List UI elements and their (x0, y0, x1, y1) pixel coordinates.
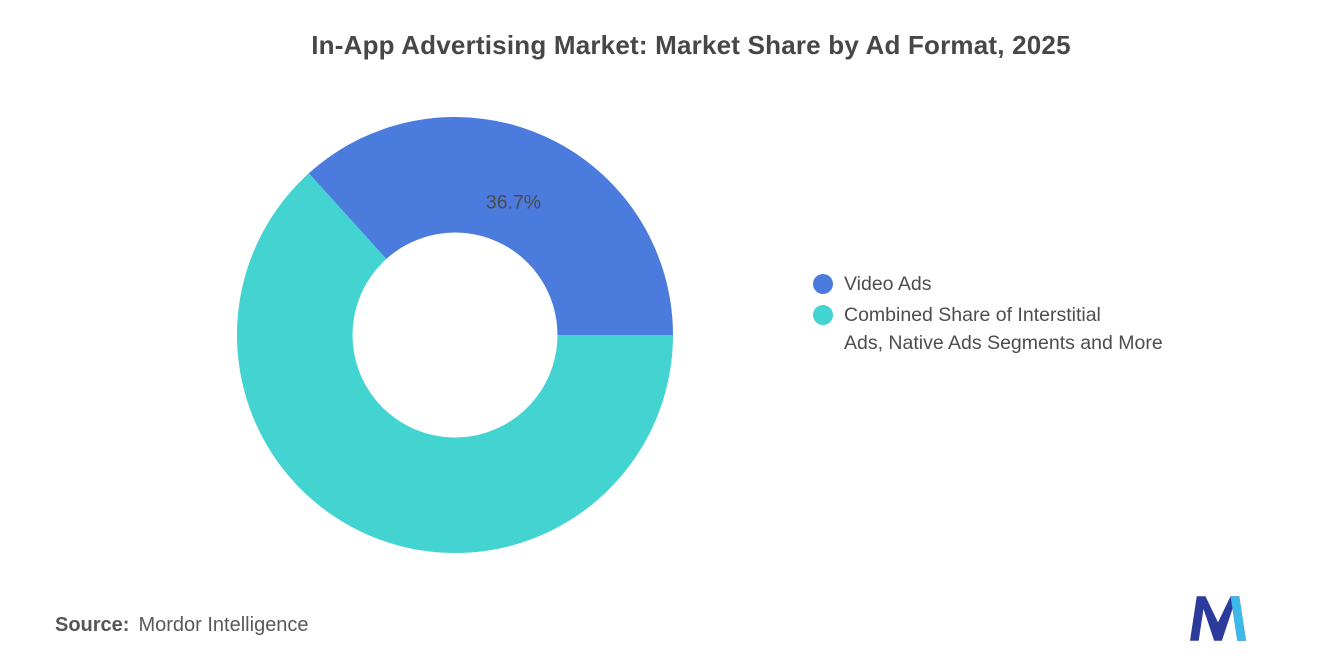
logo-accent-shape (1230, 596, 1246, 641)
logo-m-shape (1190, 596, 1246, 641)
source-value: Mordor Intelligence (138, 614, 309, 636)
legend-swatch (813, 305, 833, 325)
mordor-intelligence-logo (1190, 596, 1246, 641)
legend-item-0: Video Ads (813, 270, 1163, 298)
source-label: Source: (55, 614, 130, 636)
legend-item-1: Combined Share of Interstitial Ads, Nativ… (813, 301, 1163, 357)
legend: Video Ads Combined Share of Interstitial A… (813, 270, 1163, 357)
donut-svg: 36.7% (237, 117, 673, 553)
donut-chart: 36.7% (237, 117, 673, 553)
legend-label: Video Ads (844, 273, 932, 295)
chart-title: In-App Advertising Market: Market Share … (311, 30, 1071, 60)
legend-label: Combined Share of Interstitial Ads, Nativ… (844, 304, 1163, 354)
donut-slice-1 (237, 173, 673, 553)
source-line: Source: Mordor Intelligence (55, 614, 309, 637)
legend-swatch (813, 274, 833, 294)
donut-slice-0 (308, 117, 673, 335)
slice-data-label: 36.7% (486, 191, 541, 213)
